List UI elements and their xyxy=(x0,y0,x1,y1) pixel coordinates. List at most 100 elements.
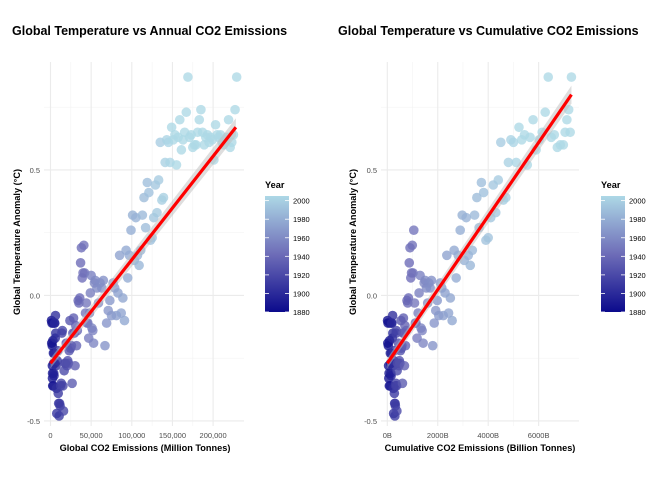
data-point xyxy=(407,240,418,251)
data-point xyxy=(399,360,410,371)
data-point xyxy=(142,177,153,188)
data-point xyxy=(144,187,154,198)
data-point xyxy=(74,293,85,303)
data-point xyxy=(442,250,452,261)
data-point xyxy=(57,325,68,336)
legend-tick-label: 1920 xyxy=(293,271,310,280)
data-point xyxy=(81,298,92,308)
data-point xyxy=(525,132,535,143)
y-tick-label: 0.5 xyxy=(367,166,377,175)
x-tick-label: 4000B xyxy=(477,431,499,440)
data-point xyxy=(387,310,398,321)
y-tick-label: -0.5 xyxy=(27,417,40,426)
panel-cumulative-emissions: Global Temperature vs Cumulative CO2 Emi… xyxy=(338,24,646,453)
data-point xyxy=(417,325,427,336)
data-point xyxy=(166,122,177,133)
data-point xyxy=(58,381,68,391)
data-point xyxy=(50,310,61,321)
data-point xyxy=(461,212,472,223)
data-point xyxy=(514,122,524,133)
legend-tick-label: 1980 xyxy=(293,215,310,224)
data-point xyxy=(49,370,59,381)
legend-tick-label: 1920 xyxy=(629,271,646,280)
data-point xyxy=(58,406,69,416)
data-point xyxy=(140,222,151,233)
data-point xyxy=(455,225,466,235)
data-point xyxy=(496,137,506,148)
y-tick-label: -0.5 xyxy=(364,417,377,426)
data-point xyxy=(134,260,144,271)
data-point xyxy=(181,107,192,118)
data-point xyxy=(71,340,82,351)
legend-title: Year xyxy=(265,180,285,190)
data-point xyxy=(562,114,572,125)
data-point xyxy=(68,313,79,323)
chart-title: Global Temperature vs Annual CO2 Emissio… xyxy=(12,24,287,38)
data-point xyxy=(566,72,577,82)
legend-tick-label: 1980 xyxy=(629,215,646,224)
legend-tick-label: 1880 xyxy=(293,308,310,317)
data-point xyxy=(67,378,77,389)
data-point xyxy=(503,157,514,168)
data-point xyxy=(105,295,115,306)
data-point xyxy=(404,258,415,268)
data-point xyxy=(88,338,99,348)
legend-tick-label: 1940 xyxy=(293,252,310,261)
chart-title: Global Temperature vs Cumulative CO2 Emi… xyxy=(338,24,639,38)
panel-annual-emissions: Global Temperature vs Annual CO2 Emissio… xyxy=(12,24,310,453)
legend-tick-label: 1960 xyxy=(293,234,310,243)
legend-tick-label: 1940 xyxy=(629,252,646,261)
data-point xyxy=(176,145,187,155)
color-legend: Year 1880 1900 1920 1940 1960 1980 2000 xyxy=(265,180,310,317)
data-point xyxy=(451,273,461,283)
legend-tick-label: 1880 xyxy=(629,308,646,317)
data-point xyxy=(493,175,504,185)
trend-line xyxy=(385,93,573,365)
data-point xyxy=(476,177,487,188)
data-point xyxy=(409,298,420,308)
legend-title: Year xyxy=(601,180,621,190)
x-tick-label: 0 xyxy=(48,431,52,440)
legend-tick-label: 1900 xyxy=(293,289,310,298)
data-point xyxy=(465,260,476,271)
data-point xyxy=(231,72,242,82)
data-point xyxy=(558,140,569,150)
data-point xyxy=(426,275,437,286)
data-point xyxy=(565,127,575,138)
x-tick-label: 6000B xyxy=(528,431,550,440)
data-point xyxy=(152,207,162,218)
data-point xyxy=(101,318,112,328)
data-point xyxy=(549,130,560,140)
data-point xyxy=(508,137,519,148)
data-point xyxy=(469,210,480,220)
data-point xyxy=(414,288,424,298)
plot-area: -0.5 0.0 0.5 0B 2000B 4000B 6000B xyxy=(364,62,579,440)
y-axis-label: Global Temperature Anomaly (°C) xyxy=(12,169,22,315)
data-point xyxy=(472,192,482,203)
y-axis-label: Global Temperature Anomaly (°C) xyxy=(348,169,358,315)
data-point xyxy=(49,318,60,328)
legend-tick-label: 1960 xyxy=(629,234,646,243)
legend-tick-label: 2000 xyxy=(629,197,646,206)
data-point xyxy=(425,283,435,293)
data-point xyxy=(483,232,493,243)
data-point xyxy=(427,340,438,351)
data-point xyxy=(153,175,164,185)
data-point xyxy=(443,308,454,318)
data-point xyxy=(79,240,89,251)
data-point xyxy=(210,119,221,130)
data-point xyxy=(194,114,205,125)
data-point xyxy=(398,313,409,323)
x-tick-label: 2000B xyxy=(427,431,449,440)
y-tick-label: 0.0 xyxy=(30,291,40,300)
data-point xyxy=(418,338,428,348)
data-point xyxy=(397,378,408,389)
y-tick-label: 0.0 xyxy=(367,291,377,300)
data-point xyxy=(98,275,109,286)
color-legend: Year 1880 1900 1920 1940 1960 1980 2000 xyxy=(601,180,646,317)
plot-area: -0.5 0.0 0.5 0 50,000 100,000 150,000 200,000 xyxy=(27,62,244,440)
legend-color-bar xyxy=(601,196,625,312)
data-point xyxy=(75,258,86,268)
data-point xyxy=(70,360,80,371)
